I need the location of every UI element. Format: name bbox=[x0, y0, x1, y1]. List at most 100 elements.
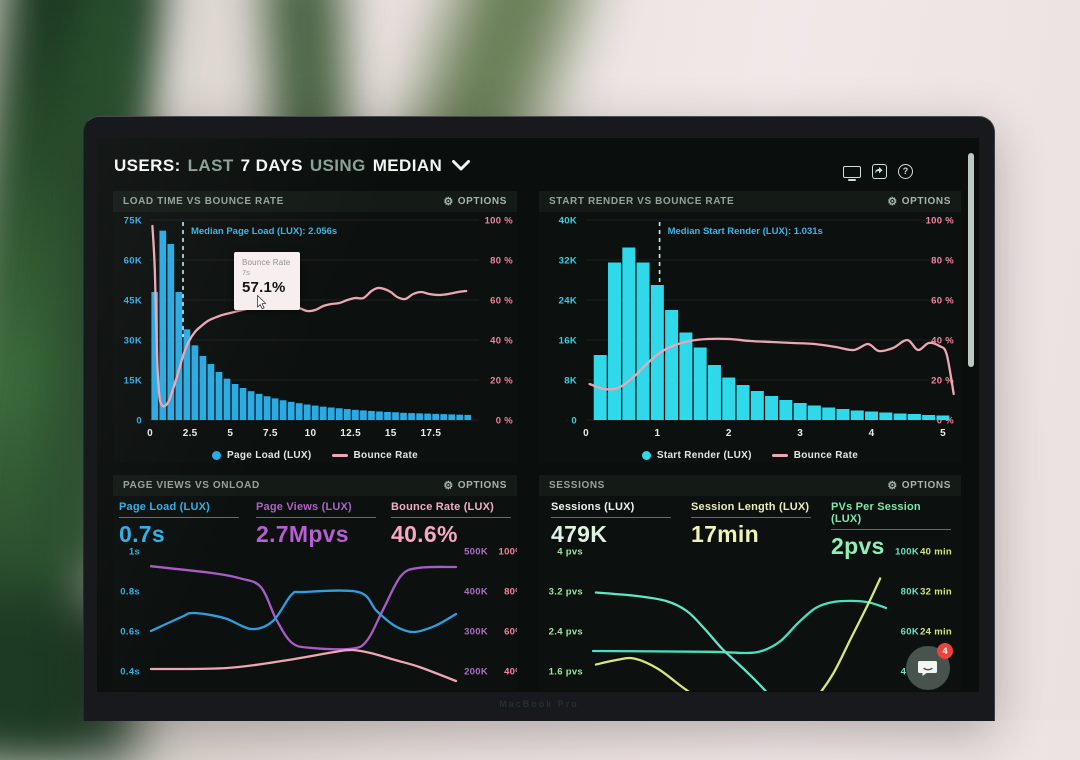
svg-text:200K: 200K bbox=[464, 667, 488, 678]
svg-text:0: 0 bbox=[147, 428, 153, 439]
svg-text:80K: 80K bbox=[901, 587, 919, 598]
panel-page-views: PAGE VIEWS VS ONLOAD ⚙ OPTIONS Page Load… bbox=[113, 475, 517, 691]
gear-icon: ⚙ bbox=[443, 195, 454, 208]
legend-dot-icon bbox=[212, 451, 222, 460]
options-label: OPTIONS bbox=[457, 480, 507, 491]
options-button[interactable]: ⚙ OPTIONS bbox=[443, 480, 507, 491]
metrics-row: Sessions (LUX) 479K Session Length (LUX)… bbox=[539, 496, 961, 559]
svg-text:20 %: 20 % bbox=[931, 376, 954, 387]
svg-text:16K: 16K bbox=[559, 336, 577, 347]
metric-label: Session Length (LUX) bbox=[691, 501, 811, 518]
svg-text:7.5: 7.5 bbox=[263, 428, 278, 439]
svg-text:0.6s: 0.6s bbox=[120, 627, 140, 638]
tooltip-value: 57.1% bbox=[242, 279, 286, 296]
options-label: OPTIONS bbox=[457, 196, 507, 207]
svg-text:60%: 60% bbox=[504, 627, 517, 638]
options-label: OPTIONS bbox=[901, 480, 951, 491]
gear-icon: ⚙ bbox=[887, 479, 898, 492]
svg-text:4: 4 bbox=[869, 428, 875, 439]
svg-text:75K: 75K bbox=[124, 216, 142, 227]
options-button[interactable]: ⚙ OPTIONS bbox=[887, 196, 951, 207]
dashboard-filter-dropdown[interactable]: USERS: LAST 7 DAYS USING MEDIAN bbox=[114, 156, 471, 176]
filter-using-label: USING bbox=[309, 156, 366, 175]
svg-text:60 %: 60 % bbox=[490, 296, 513, 307]
panel-title: SESSIONS bbox=[549, 480, 605, 491]
chart-tooltip: Bounce Rate 7s 57.1% bbox=[234, 252, 300, 310]
svg-text:1: 1 bbox=[654, 428, 660, 439]
svg-text:8K: 8K bbox=[564, 376, 577, 387]
svg-text:40K: 40K bbox=[559, 216, 577, 227]
options-button[interactable]: ⚙ OPTIONS bbox=[443, 196, 507, 207]
metric-label: Bounce Rate (LUX) bbox=[391, 501, 511, 518]
svg-text:0: 0 bbox=[571, 416, 577, 427]
tooltip-title: Bounce Rate bbox=[242, 258, 291, 267]
scrollbar-thumb[interactable] bbox=[968, 153, 974, 367]
svg-text:45K: 45K bbox=[124, 296, 142, 307]
load-time-chart[interactable]: 75K 60K 45K 30K 15K 0 100 % 80 % 60 % 40 % 20 % 0 %… bbox=[113, 212, 517, 448]
svg-text:300K: 300K bbox=[464, 627, 488, 638]
panel-start-render: START RENDER VS BOUNCE RATE ⚙ OPTIONS 40… bbox=[539, 191, 961, 463]
chat-bubble-icon bbox=[918, 661, 937, 676]
panel-title: START RENDER VS BOUNCE RATE bbox=[549, 196, 735, 207]
display-icon[interactable] bbox=[843, 165, 861, 181]
svg-text:40%: 40% bbox=[504, 667, 517, 678]
svg-text:24K: 24K bbox=[559, 296, 577, 307]
svg-text:32K: 32K bbox=[559, 256, 577, 267]
chevron-down-icon bbox=[452, 156, 471, 176]
svg-text:4 pvs: 4 pvs bbox=[557, 547, 583, 558]
metric-label: PVs Per Session (LUX) bbox=[831, 501, 951, 530]
metric-value: 479K bbox=[551, 521, 608, 547]
metric-label: Sessions (LUX) bbox=[551, 501, 671, 518]
chat-badge: 4 bbox=[937, 643, 953, 659]
svg-text:40 %: 40 % bbox=[490, 336, 513, 347]
start-render-chart[interactable]: 40K 32K 24K 16K 8K 0 100 % 80 % 60 % 40 % 20 % 0 % 0… bbox=[539, 212, 961, 448]
svg-text:60K: 60K bbox=[901, 627, 919, 638]
dashboard-screen: USERS: LAST 7 DAYS USING MEDIAN ? LOAD T… bbox=[97, 138, 979, 692]
svg-text:20 %: 20 % bbox=[490, 376, 513, 387]
legend-line-icon bbox=[771, 454, 788, 457]
svg-text:0 %: 0 % bbox=[496, 416, 514, 427]
options-label: OPTIONS bbox=[901, 196, 951, 207]
svg-text:0.4s: 0.4s bbox=[120, 667, 140, 678]
svg-text:12.5: 12.5 bbox=[340, 428, 361, 439]
svg-text:2.5: 2.5 bbox=[183, 428, 198, 439]
svg-text:15: 15 bbox=[385, 428, 397, 439]
metric-label: Page Load (LUX) bbox=[119, 501, 239, 518]
svg-text:1s: 1s bbox=[129, 547, 140, 558]
mouse-cursor bbox=[257, 295, 267, 310]
filter-range-label: LAST bbox=[187, 156, 234, 175]
svg-text:500K: 500K bbox=[464, 547, 488, 558]
svg-text:60 %: 60 % bbox=[931, 296, 954, 307]
help-icon[interactable]: ? bbox=[898, 164, 913, 179]
page-views-chart[interactable]: 1s 0.8s 0.6s 0.4s 500K 400K 300K 200K 100% 80% 60%… bbox=[113, 545, 517, 691]
svg-text:100 %: 100 % bbox=[485, 216, 514, 227]
svg-text:1.6 pvs: 1.6 pvs bbox=[549, 667, 583, 678]
svg-text:60K: 60K bbox=[124, 256, 142, 267]
svg-text:3: 3 bbox=[797, 428, 803, 439]
metrics-row: Page Load (LUX) 0.7s Page Views (LUX) 2.… bbox=[113, 496, 517, 547]
svg-text:10: 10 bbox=[305, 428, 317, 439]
svg-text:5: 5 bbox=[940, 428, 946, 439]
panel-title: LOAD TIME VS BOUNCE RATE bbox=[123, 196, 284, 207]
svg-text:Median Start Render (LUX): 1.0: Median Start Render (LUX): 1.031s bbox=[668, 226, 823, 237]
filter-range-value: 7 DAYS bbox=[240, 156, 303, 175]
chat-button[interactable]: 4 bbox=[906, 643, 953, 690]
svg-text:0 %: 0 % bbox=[937, 416, 955, 427]
panel-sessions: SESSIONS ⚙ OPTIONS Sessions (LUX) 479K S… bbox=[539, 475, 961, 691]
svg-text:400K: 400K bbox=[464, 587, 488, 598]
svg-text:40 %: 40 % bbox=[931, 336, 954, 347]
metric-value: 2pvs bbox=[831, 533, 885, 559]
legend-dot-icon bbox=[641, 451, 651, 460]
legend-label: Bounce Rate bbox=[353, 450, 418, 461]
svg-text:Median Page Load (LUX): 2.056s: Median Page Load (LUX): 2.056s bbox=[191, 226, 337, 237]
svg-text:100 %: 100 % bbox=[926, 216, 955, 227]
svg-text:80%: 80% bbox=[504, 587, 517, 598]
options-button[interactable]: ⚙ OPTIONS bbox=[887, 480, 951, 491]
legend-label: Bounce Rate bbox=[793, 450, 859, 461]
gear-icon: ⚙ bbox=[887, 195, 898, 208]
metric-value: 2.7Mpvs bbox=[256, 521, 349, 547]
laptop-frame: USERS: LAST 7 DAYS USING MEDIAN ? LOAD T… bbox=[83, 116, 995, 721]
chart-legend: Start Render (LUX) Bounce Rate bbox=[539, 450, 961, 461]
share-icon[interactable] bbox=[872, 164, 887, 179]
